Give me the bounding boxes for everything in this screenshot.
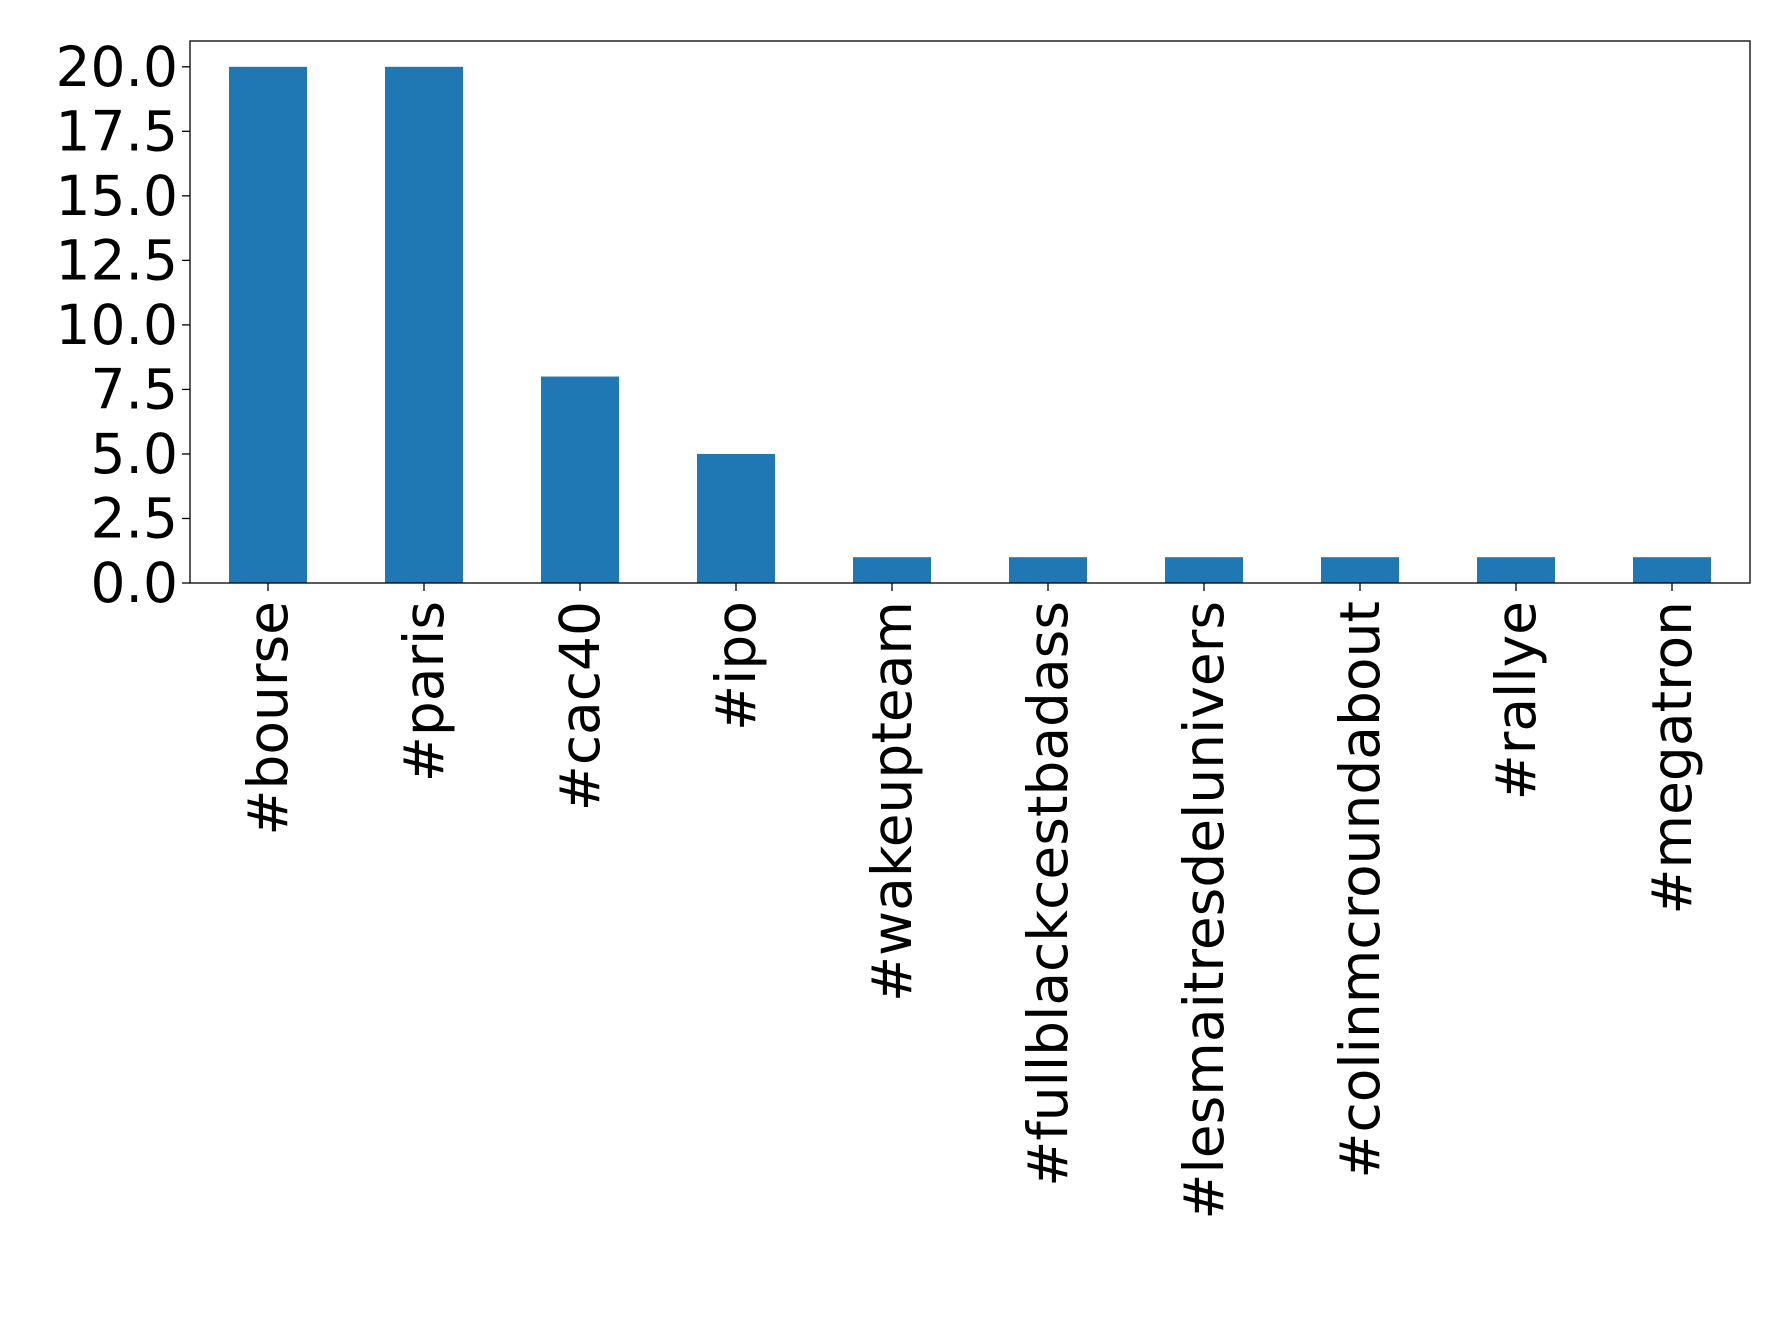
bar-lesmaitresdelunivers [1165,557,1243,583]
x-tick-label: #rallye [1484,601,1548,800]
y-tick-label: 20.0 [56,35,178,99]
y-tick-label: 5.0 [91,422,178,486]
bars-layer [229,66,1711,584]
x-tick-label: #bourse [236,601,300,836]
y-tick-label: 10.0 [56,293,178,357]
plot-frame [189,40,1751,584]
bar-bourse [229,66,307,584]
bar-fullblackcestbadass [1009,557,1087,583]
bar-paris [385,66,463,584]
bar-colinmcroundabout [1321,557,1399,583]
x-tick-label: #paris [392,601,456,782]
y-tick-label: 0.0 [91,551,178,615]
x-tick-label: #wakeupteam [860,601,924,1002]
bar-ipo [697,453,775,583]
x-tick-label: #colinmcroundabout [1328,601,1392,1179]
y-tick-label: 15.0 [56,164,178,228]
bar-wakeupteam [853,557,931,583]
y-tick-label: 17.5 [56,99,178,163]
x-tick-label: #ipo [704,601,768,731]
bar-cac40 [541,376,619,583]
x-tick-label: #megatron [1640,601,1704,915]
bar-megatron [1633,557,1711,583]
x-tick-label: #fullblackcestbadass [1016,601,1080,1187]
y-tick-label: 2.5 [91,486,178,550]
y-axis: 0.02.55.07.510.012.515.017.520.0 [56,35,190,615]
x-axis: #bourse #paris #cac40 #ipo #wakeupteam #fullb… [236,583,1704,1220]
x-tick-label: #cac40 [548,601,612,811]
y-tick-label: 7.5 [91,357,178,421]
y-tick-label: 12.5 [56,228,178,292]
bar-rallye [1477,557,1555,583]
x-tick-label: #lesmaitresdelunivers [1172,601,1236,1220]
